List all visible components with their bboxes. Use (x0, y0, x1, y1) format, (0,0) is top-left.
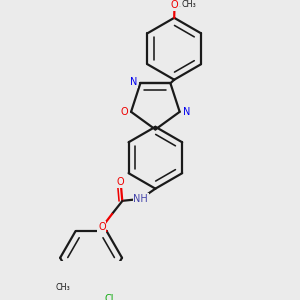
Text: O: O (98, 222, 106, 232)
Text: CH₃: CH₃ (182, 0, 197, 9)
Text: N: N (183, 107, 190, 117)
Text: CH₃: CH₃ (56, 283, 70, 292)
Text: O: O (121, 107, 128, 117)
Text: N: N (130, 77, 137, 87)
Text: NH: NH (133, 194, 148, 204)
Text: O: O (116, 177, 124, 187)
Text: Cl: Cl (104, 294, 114, 300)
Text: O: O (171, 0, 178, 10)
